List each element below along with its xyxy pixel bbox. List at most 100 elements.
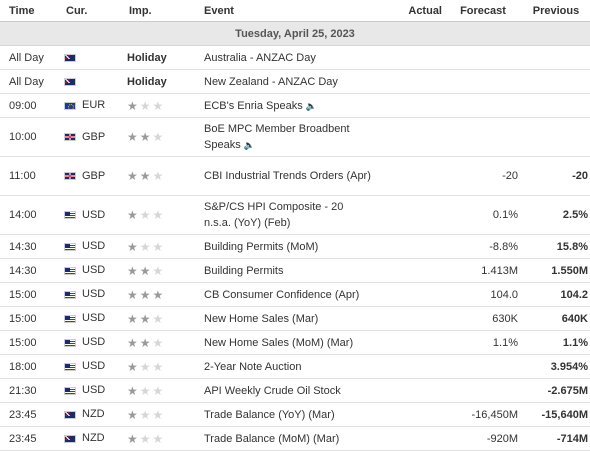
event-cell[interactable]: New Home Sales (MoM) (Mar): [200, 330, 374, 355]
event-row[interactable]: 15:00 USD ★★★ CB Consumer Confidence (Ap…: [0, 282, 590, 307]
event-cell[interactable]: Building Permits (MoM): [200, 234, 374, 259]
previous-cell: [518, 93, 590, 118]
header-time[interactable]: Time: [0, 0, 60, 22]
event-name[interactable]: Building Permits: [204, 264, 284, 277]
importance-stars: ★★★: [127, 99, 165, 113]
event-cell[interactable]: ECB's Enria Speaks 🔈: [200, 93, 374, 118]
previous-cell: [518, 117, 590, 157]
speaker-icon[interactable]: 🔈: [243, 140, 255, 150]
event-cell[interactable]: BoE MPC Member Broadbent Speaks 🔈: [200, 117, 374, 157]
event-cell[interactable]: CB Consumer Confidence (Apr): [200, 282, 374, 307]
eu-flag-icon: [64, 101, 76, 110]
header-currency[interactable]: Cur.: [60, 0, 123, 22]
nz-flag-icon: [64, 410, 76, 419]
star-icon: ★: [127, 98, 140, 113]
event-name[interactable]: New Zealand - ANZAC Day: [204, 75, 338, 88]
us-flag-icon: [64, 362, 76, 371]
event-row[interactable]: 14:30 USD ★★★ Building Permits 1.413M 1.…: [0, 258, 590, 283]
event-cell[interactable]: New Zealand - ANZAC Day: [200, 69, 374, 94]
event-name[interactable]: Australia - ANZAC Day: [204, 51, 316, 64]
importance-stars: ★★★: [127, 312, 165, 326]
event-name[interactable]: 2-Year Note Auction: [204, 360, 302, 373]
previous-cell: 640K: [518, 306, 590, 331]
event-cell[interactable]: Australia - ANZAC Day: [200, 45, 374, 70]
event-cell[interactable]: New Home Sales (Mar): [200, 306, 374, 331]
gb-flag-icon: [64, 133, 76, 142]
event-row[interactable]: 23:45 NZD ★★★ Trade Balance (YoY) (Mar) …: [0, 402, 590, 427]
star-icon: ★: [152, 335, 166, 350]
nz-flag-icon: [64, 434, 76, 443]
forecast-cell: [442, 69, 518, 94]
event-row[interactable]: 23:45 NZD ★★★ Trade Balance (MoM) (Mar) …: [0, 426, 590, 451]
event-row[interactable]: 10:00 GBP ★★★ BoE MPC Member Broadbent S…: [0, 117, 590, 157]
header-actual[interactable]: Actual: [374, 0, 442, 22]
event-row[interactable]: 15:00 USD ★★★ New Home Sales (MoM) (Mar)…: [0, 330, 590, 355]
star-icon: ★: [139, 287, 153, 302]
currency-code: USD: [82, 264, 106, 277]
header-forecast[interactable]: Forecast: [442, 0, 518, 22]
previous-cell: 2.5%: [518, 195, 590, 235]
event-row[interactable]: 15:00 USD ★★★ New Home Sales (Mar) 630K …: [0, 306, 590, 331]
event-cell[interactable]: Trade Balance (MoM) (Mar): [200, 426, 374, 451]
time-cell: 21:30: [0, 378, 60, 403]
event-name[interactable]: S&P/CS HPI Composite - 20 n.s.a. (YoY) (…: [204, 201, 344, 229]
event-row[interactable]: 18:00 USD ★★★ 2-Year Note Auction 3.954%: [0, 354, 590, 379]
time-cell: 23:45: [0, 402, 60, 427]
time-cell: 14:30: [0, 258, 60, 283]
event-name[interactable]: Building Permits (MoM): [204, 240, 319, 253]
event-name[interactable]: Trade Balance (MoM) (Mar): [204, 432, 340, 445]
header-previous[interactable]: Previous: [518, 0, 590, 22]
star-icon: ★: [139, 169, 153, 183]
importance-cell: ★★★: [123, 234, 200, 259]
event-name[interactable]: API Weekly Crude Oil Stock: [204, 384, 341, 397]
event-name[interactable]: Trade Balance (YoY) (Mar): [204, 408, 335, 421]
currency-cell: USD: [60, 258, 123, 283]
event-name[interactable]: BoE MPC Member Broadbent Speaks: [204, 123, 350, 151]
event-row[interactable]: 14:30 USD ★★★ Building Permits (MoM) -8.…: [0, 234, 590, 259]
star-icon: ★: [127, 263, 140, 278]
event-cell[interactable]: Building Permits: [200, 258, 374, 283]
actual-cell: [374, 282, 442, 307]
holiday-label: Holiday: [127, 75, 167, 88]
time-cell: 15:00: [0, 330, 60, 355]
actual-cell: [374, 156, 442, 196]
event-row[interactable]: 11:00 GBP ★★★ CBI Industrial Trends Orde…: [0, 156, 590, 196]
star-icon: ★: [139, 130, 153, 144]
importance-cell: Holiday: [123, 69, 200, 94]
event-cell[interactable]: API Weekly Crude Oil Stock: [200, 378, 374, 403]
star-icon: ★: [127, 311, 140, 326]
importance-cell: ★★★: [123, 354, 200, 379]
importance-cell: ★★★: [123, 117, 200, 157]
star-icon: ★: [139, 208, 153, 222]
event-name[interactable]: New Home Sales (Mar): [204, 312, 319, 325]
event-row[interactable]: 09:00 EUR ★★★ ECB's Enria Speaks 🔈: [0, 93, 590, 118]
time-cell: 14:00: [0, 195, 60, 235]
currency-cell: USD: [60, 306, 123, 331]
date-row: Tuesday, April 25, 2023: [0, 21, 590, 46]
currency-cell: USD: [60, 282, 123, 307]
event-cell[interactable]: 2-Year Note Auction: [200, 354, 374, 379]
actual-cell: [374, 234, 442, 259]
event-row[interactable]: All Day Holiday Australia - ANZAC Day: [0, 45, 590, 70]
forecast-cell: 104.0: [442, 282, 518, 307]
actual-cell: [374, 117, 442, 157]
star-icon: ★: [127, 335, 140, 350]
star-icon: ★: [127, 383, 140, 398]
actual-cell: [374, 45, 442, 70]
event-cell[interactable]: S&P/CS HPI Composite - 20 n.s.a. (YoY) (…: [200, 195, 374, 235]
star-icon: ★: [152, 130, 166, 144]
time-cell: All Day: [0, 45, 60, 70]
header-event[interactable]: Event: [200, 0, 374, 22]
header-importance[interactable]: Imp.: [123, 0, 200, 22]
speaker-icon[interactable]: 🔈: [305, 100, 317, 111]
event-row[interactable]: All Day Holiday New Zealand - ANZAC Day: [0, 69, 590, 94]
event-cell[interactable]: CBI Industrial Trends Orders (Apr): [200, 156, 374, 196]
event-cell[interactable]: Trade Balance (YoY) (Mar): [200, 402, 374, 427]
event-name[interactable]: New Home Sales (MoM) (Mar): [204, 336, 354, 349]
actual-cell: [374, 354, 442, 379]
event-row[interactable]: 21:30 USD ★★★ API Weekly Crude Oil Stock…: [0, 378, 590, 403]
event-row[interactable]: 14:00 USD ★★★ S&P/CS HPI Composite - 20 …: [0, 195, 590, 235]
event-name[interactable]: CB Consumer Confidence (Apr): [204, 288, 360, 301]
event-name[interactable]: CBI Industrial Trends Orders (Apr): [204, 170, 371, 182]
event-name[interactable]: ECB's Enria Speaks: [204, 99, 303, 112]
